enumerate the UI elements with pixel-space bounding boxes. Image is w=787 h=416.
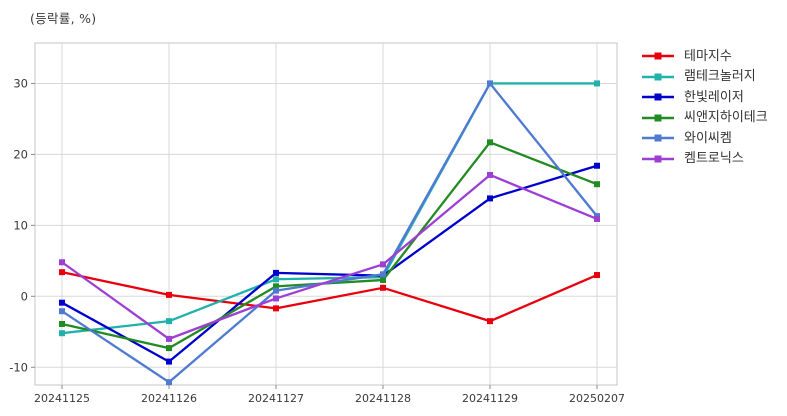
series-marker-4: [273, 287, 279, 294]
series-marker-2: [273, 269, 279, 276]
legend-label: 램테크놀러지: [684, 69, 756, 85]
series-marker-5: [380, 261, 386, 268]
legend-label: 한빛레이저: [684, 89, 744, 105]
series-marker-3: [273, 283, 279, 290]
x-tick-label: 20241129: [462, 392, 518, 405]
series-marker-2: [594, 162, 600, 169]
legend-item-3: 씨앤지하이테크: [641, 110, 768, 127]
series-marker-1: [273, 276, 279, 283]
legend-line-marker-icon: [642, 93, 674, 101]
series-marker-4: [166, 379, 172, 386]
series-marker-0: [594, 272, 600, 279]
series-marker-3: [487, 139, 493, 146]
series-marker-3: [594, 181, 600, 188]
chart-title: (등락률, %): [30, 11, 97, 26]
legend-item-5: 켐트로닉스: [641, 151, 768, 168]
series-marker-0: [380, 284, 386, 291]
series-marker-5: [487, 171, 493, 178]
series-marker-5: [59, 259, 65, 266]
legend-label: 켐트로닉스: [684, 151, 744, 167]
legend-line-marker-icon: [642, 155, 674, 163]
series-marker-3: [59, 320, 65, 327]
series-marker-1: [166, 318, 172, 325]
series-line-2: [61, 164, 598, 363]
plot-frame: [34, 42, 618, 386]
y-tick-label: 0: [21, 289, 28, 303]
series-marker-5: [166, 335, 172, 342]
x-tick-label: 20241126: [141, 392, 197, 405]
series-marker-3: [380, 276, 386, 283]
series-marker-2: [487, 195, 493, 202]
legend-line-marker-icon: [642, 114, 674, 122]
legend-item-1: 램테크놀러지: [641, 69, 768, 86]
series-marker-0: [166, 291, 172, 298]
y-tick-label: 20: [13, 147, 28, 161]
series-marker-4: [59, 308, 65, 315]
series-marker-2: [59, 299, 65, 306]
x-tick-label: 20250207: [569, 392, 625, 405]
series-marker-4: [380, 271, 386, 278]
series-marker-3: [166, 345, 172, 352]
series-marker-1: [59, 330, 65, 337]
y-tick-label: -10: [9, 360, 28, 374]
legend-line-marker-icon: [642, 73, 674, 81]
series-line-5: [61, 173, 598, 341]
legend-label: 씨앤지하이테크: [684, 110, 768, 126]
legend-item-2: 한빛레이저: [641, 89, 768, 106]
series-marker-5: [273, 295, 279, 302]
legend-item-0: 테마지수: [641, 48, 768, 65]
series-marker-0: [59, 269, 65, 276]
legend-item-4: 와이씨켐: [641, 130, 768, 147]
series-line-1: [61, 82, 597, 335]
y-tick-label: 30: [13, 76, 28, 90]
x-tick-label: 20241125: [34, 392, 90, 405]
series-marker-0: [487, 318, 493, 325]
legend-line-marker-icon: [642, 134, 674, 142]
series-marker-4: [487, 80, 493, 87]
legend-label: 와이씨켐: [684, 130, 732, 146]
series-marker-5: [594, 215, 600, 222]
legend-label: 테마지수: [684, 48, 732, 64]
legend-line-marker-icon: [642, 52, 674, 60]
series-marker-1: [594, 80, 600, 87]
series-marker-0: [273, 305, 279, 312]
y-tick-label: 10: [13, 218, 28, 232]
series-marker-2: [166, 358, 172, 365]
x-tick-label: 20241127: [248, 392, 304, 405]
series-line-0: [61, 271, 598, 323]
x-tick-label: 20241128: [355, 392, 411, 405]
